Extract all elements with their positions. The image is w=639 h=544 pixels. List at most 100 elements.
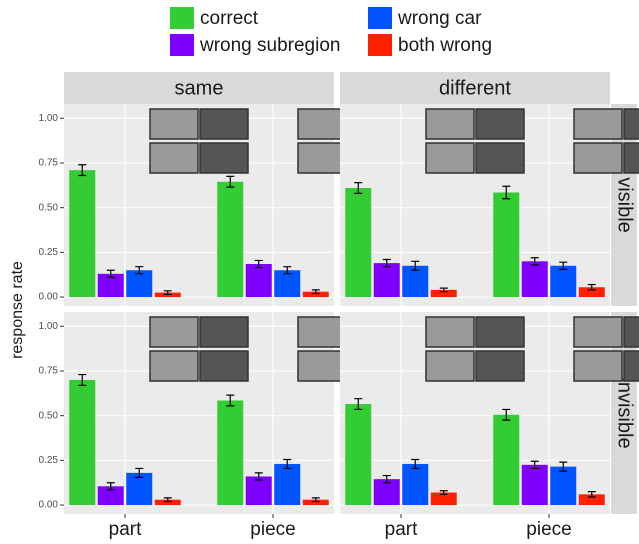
bar — [373, 263, 400, 298]
error-bar — [382, 258, 391, 268]
bar — [245, 263, 272, 298]
stimulus-image — [297, 142, 347, 174]
x-tick-label: part — [385, 519, 418, 540]
bar — [430, 492, 457, 506]
error-bar — [254, 259, 263, 269]
bar — [302, 291, 329, 298]
error-bar — [283, 266, 292, 275]
bar — [550, 466, 577, 506]
facet-label: different — [439, 77, 511, 99]
bar — [97, 273, 124, 298]
error-bar — [106, 269, 115, 278]
x-tick-label: piece — [250, 519, 295, 540]
stimulus-image — [425, 108, 475, 140]
error-bar — [311, 497, 320, 503]
stimulus-image — [425, 350, 475, 382]
bar — [217, 181, 244, 298]
bar — [126, 472, 153, 506]
error-bar — [283, 458, 292, 470]
error-bar — [163, 497, 172, 503]
bar — [97, 486, 124, 506]
stimulus-image — [199, 142, 249, 174]
error-bar — [411, 260, 420, 271]
stimulus-image — [623, 108, 639, 140]
bar — [430, 289, 457, 298]
bar — [274, 463, 301, 506]
error-bar — [226, 175, 235, 188]
error-bar — [411, 458, 420, 470]
bar — [345, 404, 372, 506]
stimulus-image — [573, 350, 623, 382]
bar — [69, 170, 96, 298]
bar — [521, 261, 548, 298]
error-bar — [311, 289, 320, 295]
y-tick-label: 0.25 — [39, 247, 59, 258]
bar — [302, 499, 329, 506]
stimulus-image — [297, 316, 347, 348]
error-bar — [439, 490, 448, 495]
stimulus-image — [573, 142, 623, 174]
bar — [345, 188, 372, 298]
legend-label: wrong car — [397, 8, 482, 29]
legend-key — [170, 7, 194, 29]
legend-key — [368, 7, 392, 29]
y-tick-label: 0.75 — [39, 158, 59, 169]
bar — [493, 414, 520, 506]
y-tick-label: 0.50 — [39, 202, 59, 213]
y-tick-label: 0.75 — [39, 366, 59, 377]
bar — [217, 400, 244, 506]
error-bar — [163, 290, 172, 295]
stimulus-image — [475, 350, 525, 382]
bar — [245, 476, 272, 506]
error-bar — [78, 373, 87, 386]
error-bar — [587, 283, 596, 291]
stimulus-image — [623, 350, 639, 382]
stimulus-image — [475, 142, 525, 174]
error-bar — [354, 398, 363, 411]
facet-label: invisible — [614, 377, 636, 448]
y-axis-label: response rate — [9, 261, 26, 359]
bar — [578, 494, 605, 506]
error-bar — [382, 474, 391, 484]
error-bar — [587, 491, 596, 498]
bar — [126, 270, 153, 298]
stimulus-image — [475, 316, 525, 348]
legend-label: both wrong — [398, 35, 492, 56]
facet-strip — [340, 72, 610, 104]
error-bar — [354, 182, 363, 194]
legend-key — [368, 34, 392, 56]
bar — [274, 270, 301, 298]
y-tick-label: 1.00 — [39, 113, 59, 124]
error-bar — [439, 287, 448, 293]
bar — [373, 479, 400, 506]
stimulus-image — [623, 316, 639, 348]
error-bar — [135, 266, 144, 275]
facet-label: same — [175, 77, 224, 99]
stimulus-image — [623, 142, 639, 174]
stimulus-image — [297, 108, 347, 140]
error-bar — [559, 461, 568, 472]
legend-label: correct — [200, 8, 259, 29]
bar — [493, 192, 520, 298]
error-bar — [254, 472, 263, 481]
legend-label: wrong subregion — [199, 35, 340, 56]
bar — [550, 265, 577, 298]
stimulus-image — [573, 108, 623, 140]
error-bar — [135, 467, 144, 478]
x-tick-label: part — [109, 519, 142, 540]
stimulus-image — [149, 316, 199, 348]
bar — [402, 463, 429, 506]
error-bar — [502, 408, 511, 421]
error-bar — [559, 261, 568, 270]
error-bar — [530, 257, 539, 266]
x-tick-label: piece — [526, 519, 571, 540]
stimulus-image — [149, 142, 199, 174]
y-tick-label: 0.25 — [39, 455, 59, 466]
y-tick-label: 0.50 — [39, 410, 59, 421]
stimulus-image — [425, 316, 475, 348]
stimulus-image — [573, 316, 623, 348]
bar — [402, 265, 429, 298]
stimulus-image — [199, 350, 249, 382]
stimulus-image — [149, 108, 199, 140]
